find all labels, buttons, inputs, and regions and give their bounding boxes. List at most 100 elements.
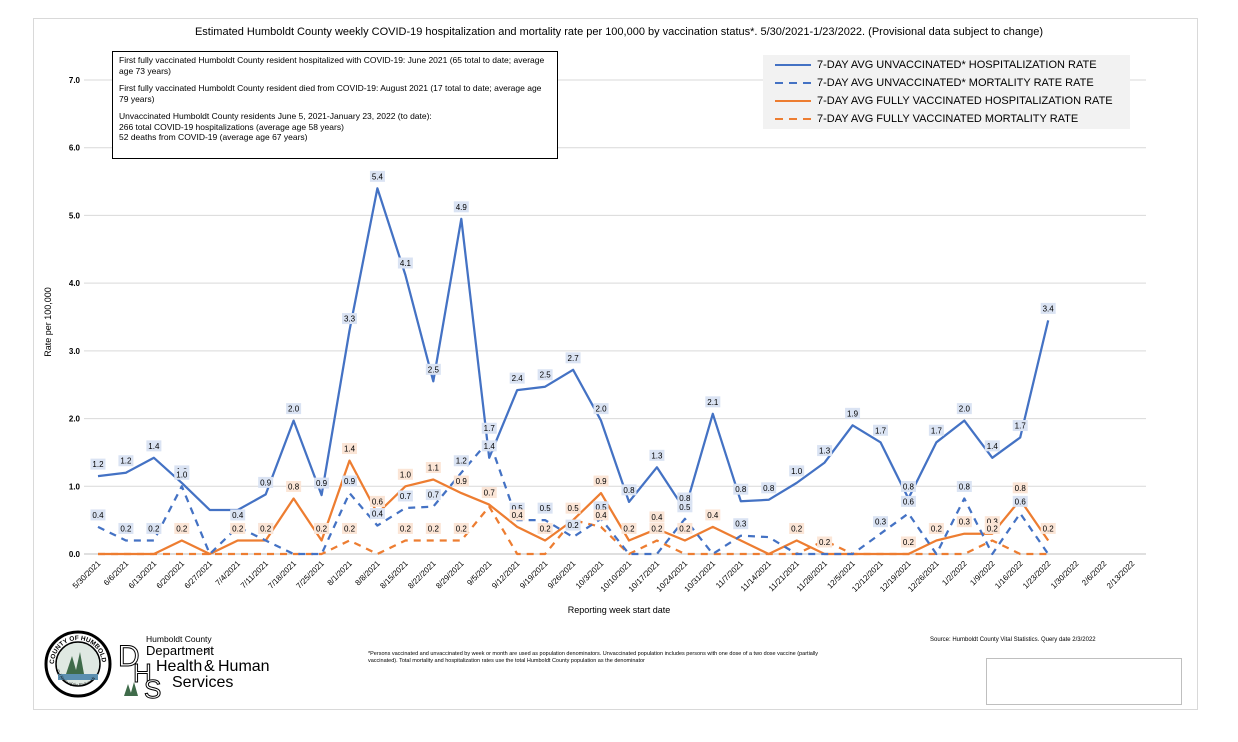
data-label-text: 0.4: [372, 510, 384, 519]
data-label-bg: [397, 522, 413, 534]
data-label-bg: [817, 445, 833, 457]
data-label-bg: [425, 522, 441, 534]
data-label-bg: [174, 522, 190, 534]
data-label-text: 0.7: [484, 489, 496, 498]
data-label: 0.2: [621, 522, 637, 534]
data-label-text: 0.7: [400, 492, 412, 501]
x-tick-label: 1/23/2022: [1021, 559, 1053, 591]
data-label-bg: [342, 443, 357, 455]
data-label-bg: [230, 522, 246, 534]
data-labels: 1.2 1.2 1.4 1.0 0.9 2.0 0.9 3.3 5.4 4.1 2.5 4.9 1.4 2…: [90, 170, 1056, 548]
data-label: 2.0: [286, 403, 302, 415]
x-tick-label: 2/13/2022: [1105, 559, 1137, 591]
data-label-text: 1.4: [987, 442, 999, 451]
y-tick-label: 7.0: [69, 76, 81, 85]
x-tick-label: 7/11/2021: [239, 559, 270, 590]
data-label: 3.4: [1040, 302, 1056, 314]
data-label: 0.2: [1040, 522, 1056, 534]
data-label-text: 1.7: [484, 424, 496, 433]
data-label-text: 0.2: [344, 524, 356, 533]
data-label: 1.9: [845, 407, 861, 419]
data-label-text: 0.8: [1015, 484, 1027, 493]
data-label-bg: [928, 522, 944, 534]
data-label-text: 0.6: [903, 497, 915, 506]
data-label: 0.5: [509, 502, 525, 514]
data-label: 0.8: [733, 483, 749, 495]
chart-frame: [33, 18, 1198, 710]
svg-text:Human: Human: [218, 658, 270, 675]
data-label-text: 0.6: [1015, 497, 1027, 506]
data-label-text: 0.2: [623, 524, 635, 533]
data-label-bg: [900, 495, 916, 507]
blank-box: [986, 658, 1182, 705]
data-label: 0.2: [789, 522, 805, 534]
data-label: 0.7: [481, 487, 497, 499]
data-label-text: 0.4: [651, 513, 663, 522]
data-label: 0.8: [621, 484, 637, 496]
data-label-text: 0.2: [987, 524, 999, 533]
data-label-text: 0.8: [623, 486, 635, 495]
data-label-bg: [146, 440, 162, 452]
data-label-bg: [146, 522, 162, 534]
data-label-text: 0.2: [316, 524, 328, 533]
data-label: 0.8: [677, 492, 693, 504]
data-label-bg: [342, 475, 357, 487]
org-name: Humboldt County Department of Health & H…: [146, 634, 270, 691]
data-label-text: 0.5: [568, 504, 580, 513]
x-tick-label: 8/1/2021: [326, 559, 355, 588]
y-tick-label: 2.0: [69, 415, 81, 424]
data-label-text: 4.1: [400, 259, 412, 268]
data-label-text: 0.3: [735, 520, 747, 529]
data-label-bg: [649, 522, 665, 534]
data-label-text: 1.2: [120, 457, 132, 466]
data-label-text: 0.8: [288, 482, 300, 491]
data-label-bg: [733, 518, 749, 530]
data-label: 0.6: [1012, 495, 1028, 507]
source-text: Source: Humboldt County Vital Statistics…: [930, 637, 1096, 643]
x-tick-label: 9/12/2021: [490, 559, 522, 591]
data-label-bg: [453, 201, 469, 213]
data-label: 2.0: [593, 403, 609, 415]
data-label-text: 0.9: [595, 477, 607, 486]
data-label: 0.2: [230, 522, 246, 534]
x-tick-label: 7/25/2021: [294, 559, 326, 591]
data-label-text: 1.0: [791, 467, 803, 476]
data-label-text: 0.5: [595, 503, 607, 512]
data-label-bg: [118, 455, 134, 467]
data-label-text: 3.4: [1043, 304, 1055, 313]
data-label-bg: [90, 458, 106, 470]
data-label-bg: [621, 522, 637, 534]
legend: 7-DAY AVG UNVACCINATED* HOSPITALIZATION …: [763, 55, 1130, 129]
legend-item-vax-hosp: 7-DAY AVG FULLY VACCINATED HOSPITALIZATI…: [775, 92, 1113, 110]
data-label: 0.2: [817, 536, 833, 548]
data-label-bg: [453, 475, 469, 487]
data-label: 0.2: [397, 522, 413, 534]
y-tick-label: 5.0: [69, 211, 81, 220]
data-label-text: 0.2: [148, 524, 160, 533]
data-label: 1.7: [928, 424, 944, 436]
legend-item-unvax-hosp: 7-DAY AVG UNVACCINATED* HOSPITALIZATION …: [775, 56, 1097, 74]
data-label-text: 1.3: [651, 451, 663, 460]
data-label-bg: [1040, 522, 1056, 534]
data-label-text: 1.9: [847, 409, 859, 418]
data-label: 4.1: [397, 257, 413, 269]
data-label: 4.9: [453, 201, 469, 213]
data-label-text: 1.3: [819, 447, 831, 456]
data-label-bg: [314, 477, 330, 489]
data-label-text: 0.9: [260, 478, 272, 487]
data-label: 1.1: [425, 462, 441, 474]
x-tick-label: 10/31/2021: [683, 559, 718, 594]
data-label-text: 0.3: [959, 518, 971, 527]
data-label: 2.7: [565, 352, 581, 364]
data-label-bg: [369, 495, 385, 507]
dhhs-logo: COUNTY OF HUMBOLDT Del Norte of the Redw…: [42, 625, 284, 705]
data-label-bg: [817, 536, 833, 548]
x-tick-label: 8/8/2021: [353, 559, 382, 588]
data-label-text: 0.4: [512, 511, 524, 520]
data-label-text: 0.2: [176, 524, 188, 533]
data-label: 0.8: [956, 480, 972, 492]
data-label: 1.4: [481, 440, 497, 452]
data-label-bg: [286, 403, 302, 415]
data-label: 0.8: [286, 480, 302, 492]
